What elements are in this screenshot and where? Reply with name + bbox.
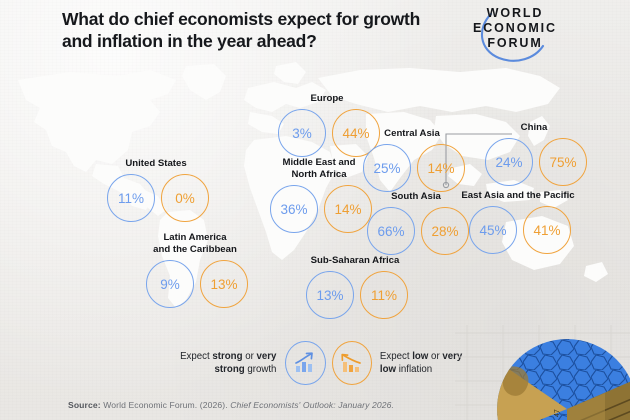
region-china[interactable]: China 24% 75% xyxy=(484,122,587,186)
value-pair: 66% 28% xyxy=(367,207,469,255)
growth-bubble[interactable]: 45% xyxy=(469,206,517,254)
source-text: World Economic Forum. (2026). xyxy=(100,400,231,410)
legend-inflation-bold-b: very low xyxy=(379,350,463,375)
inflation-bubble[interactable]: 14% xyxy=(324,185,372,233)
value-pair: 25% 14% xyxy=(363,144,465,192)
growth-bubble[interactable]: 13% xyxy=(306,271,354,319)
logo-arc-icon xyxy=(481,12,545,62)
value-pair: 13% 11% xyxy=(306,271,408,319)
legend-inflation-text-c: inflation xyxy=(396,364,433,375)
inflation-bubble[interactable]: 75% xyxy=(539,138,587,186)
growth-bubble[interactable]: 9% xyxy=(146,260,194,308)
legend-inflation-icon-circle[interactable] xyxy=(331,341,372,385)
region-label: East Asia and the Pacific xyxy=(461,190,575,201)
growth-bubble[interactable]: 11% xyxy=(107,174,155,222)
region-label: China xyxy=(520,122,548,133)
region-east-asia-pacific[interactable]: East Asia and the Pacific 45% 41% xyxy=(450,190,586,254)
legend-inflation-text-b: or xyxy=(428,350,443,362)
legend-growth-text: Expect strong or very strong growth xyxy=(180,350,276,376)
growth-bubble[interactable]: 25% xyxy=(363,144,411,192)
inflation-bubble[interactable]: 0% xyxy=(161,174,209,222)
value-pair: 24% 75% xyxy=(485,138,587,186)
region-label: Latin America and the Caribbean xyxy=(153,232,237,255)
region-europe[interactable]: Europe 3% 44% xyxy=(277,93,380,157)
legend-inflation-text-a: Expect xyxy=(379,350,413,362)
inflation-bubble[interactable]: 28% xyxy=(421,207,469,255)
region-label: Central Asia xyxy=(384,128,440,139)
logo-line-1: WORLD xyxy=(486,6,544,20)
region-united-states[interactable]: United States 11% 0% xyxy=(105,158,209,222)
value-pair: 11% 0% xyxy=(107,174,209,222)
source-note: Source: World Economic Forum. (2026). Ch… xyxy=(68,400,394,410)
growth-bubble[interactable]: 66% xyxy=(367,207,415,255)
legend-growth-text-b: or xyxy=(242,350,257,362)
legend-inflation-bold-a: low xyxy=(412,350,429,362)
growth-bubble[interactable]: 36% xyxy=(270,185,318,233)
logo-line-2: ECONOMIC xyxy=(473,21,557,35)
value-pair: 36% 14% xyxy=(270,185,372,233)
source-label: Source: xyxy=(68,400,101,410)
inflation-bubble[interactable]: 14% xyxy=(417,144,465,192)
region-label: South Asia xyxy=(391,191,441,202)
value-pair: 45% 41% xyxy=(469,206,571,254)
inflation-bubble[interactable]: 44% xyxy=(332,109,380,157)
page-title: What do chief economists expect for grow… xyxy=(62,9,421,52)
svg-text:47: 47 xyxy=(554,409,561,417)
region-label: Europe xyxy=(310,93,344,104)
source-citation: Chief Economists' Outlook: January 2026. xyxy=(230,400,394,410)
inflation-bubble[interactable]: 13% xyxy=(200,260,248,308)
decorative-collage: 47 xyxy=(455,325,630,420)
growth-bubble[interactable]: 24% xyxy=(485,138,533,186)
region-label: United States xyxy=(125,158,187,169)
wef-logo: WORLD ECONOMIC FORUM xyxy=(455,4,575,68)
inflation-bubble[interactable]: 41% xyxy=(523,206,571,254)
legend-growth-bold-a: strong xyxy=(212,350,243,362)
inflation-bubble[interactable]: 11% xyxy=(360,271,408,319)
growth-bubble[interactable]: 3% xyxy=(278,109,326,157)
region-mena[interactable]: Middle East and North Africa 36% 14% xyxy=(267,157,372,233)
value-pair: 3% 44% xyxy=(278,109,380,157)
bar-chart-up-icon xyxy=(294,352,313,372)
legend-growth-icon-circle[interactable] xyxy=(285,341,326,385)
legend-inflation-text: Expect low or very low inflation xyxy=(380,350,480,376)
region-label: Middle East and North Africa xyxy=(282,157,356,180)
region-label: Sub-Saharan Africa xyxy=(310,255,400,266)
logo-line-3: FORUM xyxy=(487,36,543,50)
legend-growth-text-a: Expect xyxy=(180,350,213,362)
region-central-asia[interactable]: Central Asia 25% 14% xyxy=(362,128,465,192)
legend-growth-text-c: growth xyxy=(244,364,277,375)
region-south-asia[interactable]: South Asia 66% 28% xyxy=(366,191,469,255)
region-sub-saharan-africa[interactable]: Sub-Saharan Africa 13% 11% xyxy=(303,255,408,319)
value-pair: 9% 13% xyxy=(146,260,248,308)
bar-chart-down-icon xyxy=(341,353,361,372)
legend-growth-bold-b: very strong xyxy=(214,350,277,375)
legend: Expect strong or very strong growth Expe… xyxy=(180,338,480,388)
region-latin-america[interactable]: Latin America and the Caribbean 9% 13% xyxy=(141,232,249,308)
